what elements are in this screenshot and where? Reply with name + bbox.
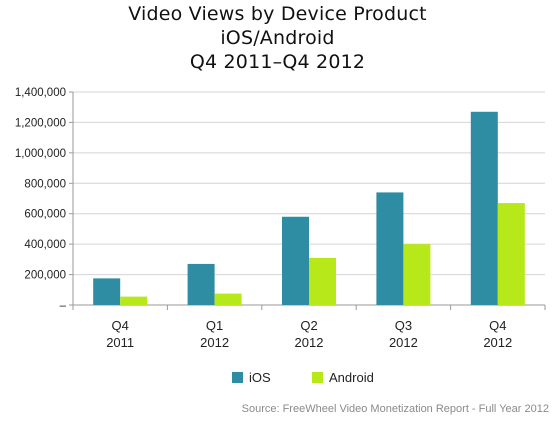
x-tick-label: Q4 [489,318,506,333]
y-tick-label: 1,400,000 [15,87,66,99]
y-tick-label: 400,000 [24,239,66,251]
legend-swatch-android [312,372,323,383]
y-tick-label: 1,200,000 [15,117,66,129]
x-tick-label: Q2 [300,318,317,333]
legend-swatch-ios [232,372,243,383]
source-note: Source: FreeWheel Video Monetization Rep… [241,403,549,415]
chart-title-line-2: iOS/Android [220,27,335,49]
chart-title-line-3: Q4 2011–Q4 2012 [189,51,366,73]
bar-android-4 [497,203,525,305]
bar-ios-2 [282,216,309,305]
x-tick-label: Q3 [395,318,412,333]
y-tick-label: 200,000 [24,270,66,282]
legend-label-ios: iOS [249,370,271,385]
y-tick-label: 600,000 [24,209,66,221]
x-tick-label: Q4 [112,318,129,333]
bar-android-2 [309,257,336,305]
chart-title: Video Views by Device Product iOS/Androi… [0,2,555,74]
x-tick-label: 2012 [295,335,324,350]
y-tick-label: 800,000 [24,178,66,190]
bar-android-0 [120,296,148,305]
x-tick-label: 2012 [483,335,512,350]
y-tick-label: – [60,300,67,312]
bar-ios-1 [187,263,215,305]
bar-android-3 [403,244,431,305]
bar-ios-0 [93,278,121,305]
bar-ios-3 [376,192,404,305]
x-tick-label: 2012 [389,335,418,350]
bar-ios-4 [470,111,498,306]
chart-title-line-1: Video Views by Device Product [128,3,427,25]
x-tick-label: 2011 [106,335,134,350]
legend-label-android: Android [329,370,374,385]
bar-android-1 [214,293,242,305]
x-tick-label: Q1 [206,318,223,333]
y-tick-label: 1,000,000 [15,148,66,160]
x-tick-label: 2012 [200,335,229,350]
